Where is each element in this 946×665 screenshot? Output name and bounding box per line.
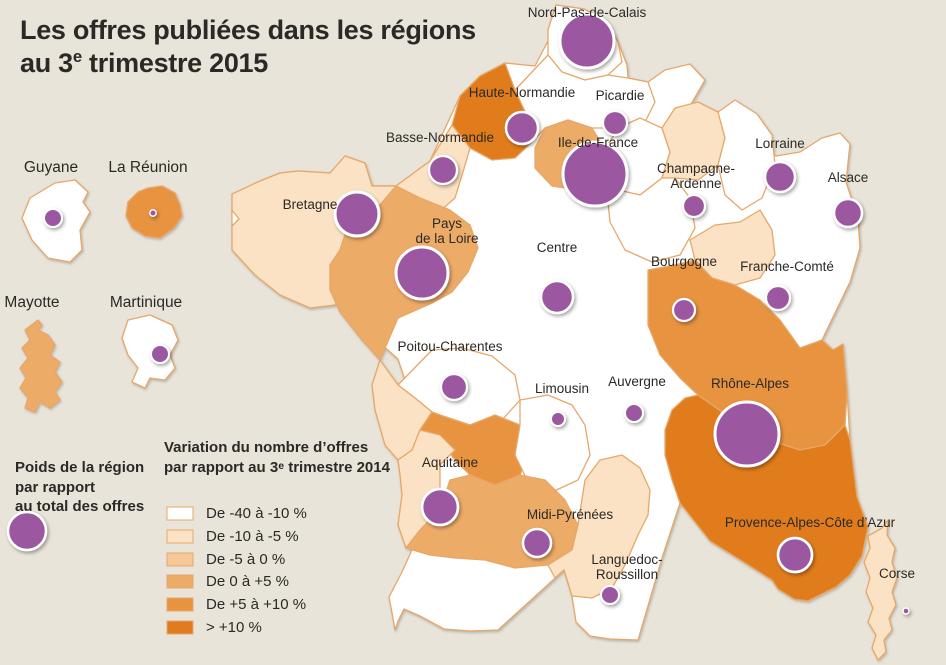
svg-text:Picardie: Picardie: [596, 88, 645, 103]
svg-text:> +10 %: > +10 %: [206, 619, 262, 636]
svg-text:Corse: Corse: [879, 566, 915, 581]
svg-text:Poids de la région: Poids de la région: [15, 459, 144, 476]
svg-text:De 0 à +5 %: De 0 à +5 %: [206, 573, 289, 590]
svg-text:Lorraine: Lorraine: [755, 136, 805, 151]
svg-text:De +5 à +10 %: De +5 à +10 %: [206, 596, 306, 613]
svg-text:Aquitaine: Aquitaine: [422, 455, 478, 470]
svg-text:Haute-Normandie: Haute-Normandie: [469, 85, 576, 100]
svg-text:Franche-Comté: Franche-Comté: [740, 259, 834, 274]
svg-text:Bretagne: Bretagne: [283, 197, 338, 212]
svg-text:Limousin: Limousin: [535, 381, 589, 396]
svg-text:Rhône-Alpes: Rhône-Alpes: [711, 376, 789, 391]
svg-text:Poitou-Charentes: Poitou-Charentes: [397, 339, 502, 354]
svg-text:Variation du nombre d’offres: Variation du nombre d’offres: [164, 439, 368, 456]
svg-text:Languedoc-: Languedoc-: [591, 552, 662, 567]
svg-text:Centre: Centre: [537, 240, 578, 255]
svg-text:Martinique: Martinique: [110, 294, 182, 311]
svg-text:par rapport: par rapport: [15, 479, 95, 496]
svg-text:par rapport au 3e trimestre 20: par rapport au 3e trimestre 2014: [164, 459, 391, 476]
svg-text:Bourgogne: Bourgogne: [651, 254, 717, 269]
svg-text:Auvergne: Auvergne: [608, 374, 666, 389]
svg-text:Guyane: Guyane: [24, 159, 78, 176]
svg-text:Ile-de-France: Ile-de-France: [558, 135, 638, 150]
svg-text:Roussillon: Roussillon: [596, 567, 658, 582]
svg-text:Provence-Alpes-Côte d’Azur: Provence-Alpes-Côte d’Azur: [725, 515, 896, 530]
svg-text:Basse-Normandie: Basse-Normandie: [386, 130, 494, 145]
svg-text:De -40 à -10 %: De -40 à -10 %: [206, 505, 307, 522]
svg-text:Alsace: Alsace: [828, 170, 869, 185]
svg-text:Mayotte: Mayotte: [4, 294, 59, 311]
svg-text:Pays: Pays: [432, 216, 462, 231]
svg-text:De -10 à -5 %: De -10 à -5 %: [206, 528, 299, 545]
svg-text:Midi-Pyrénées: Midi-Pyrénées: [527, 507, 614, 522]
svg-text:de la Loire: de la Loire: [415, 231, 478, 246]
svg-text:De -5 à 0 %: De -5 à 0 %: [206, 551, 285, 568]
svg-text:Ardenne: Ardenne: [670, 176, 721, 191]
svg-text:Nord-Pas-de-Calais: Nord-Pas-de-Calais: [528, 5, 647, 20]
svg-text:La Réunion: La Réunion: [108, 159, 187, 176]
svg-text:Champagne-: Champagne-: [657, 161, 735, 176]
